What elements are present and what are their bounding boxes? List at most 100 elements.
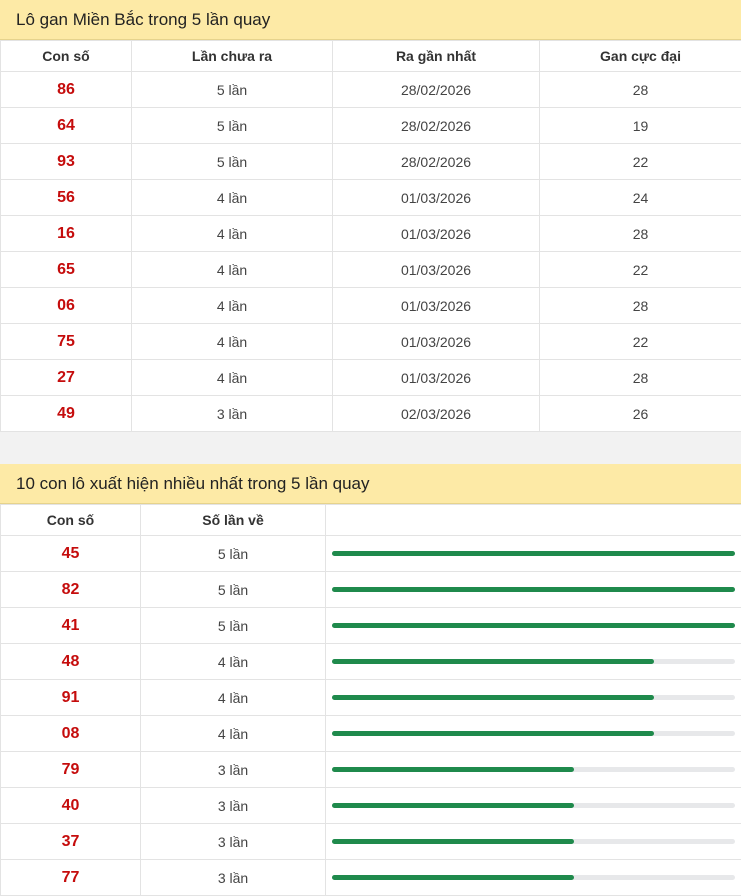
- num-cell: 49: [1, 396, 132, 432]
- gan-table: Con số Lần chưa ra Ra gần nhất Gan cực đ…: [0, 40, 741, 432]
- count-cell: 5 lần: [141, 536, 326, 572]
- gan-table-header: Con số Lần chưa ra Ra gần nhất Gan cực đ…: [1, 41, 741, 72]
- absent-cell: 5 lần: [132, 108, 333, 144]
- absent-cell: 4 lần: [132, 180, 333, 216]
- progress-track: [332, 695, 735, 700]
- absent-cell: 4 lần: [132, 324, 333, 360]
- absent-cell: 3 lần: [132, 396, 333, 432]
- panel-spacer: [0, 432, 741, 464]
- absent-cell: 5 lần: [132, 72, 333, 108]
- progress-track: [332, 587, 735, 592]
- progress-fill: [332, 551, 735, 556]
- num-cell: 93: [1, 144, 132, 180]
- count-cell: 4 lần: [141, 716, 326, 752]
- num-cell: 16: [1, 216, 132, 252]
- num-cell: 08: [1, 716, 141, 752]
- max-gap-cell: 28: [540, 288, 741, 324]
- freq-panel-title: 10 con lô xuất hiện nhiều nhất trong 5 l…: [0, 464, 741, 504]
- max-gap-cell: 28: [540, 72, 741, 108]
- progress-track: [332, 731, 735, 736]
- bar-cell: [326, 536, 741, 572]
- num-cell: 82: [1, 572, 141, 608]
- count-cell: 3 lần: [141, 752, 326, 788]
- num-cell: 56: [1, 180, 132, 216]
- bar-cell: [326, 572, 741, 608]
- num-cell: 75: [1, 324, 132, 360]
- bar-cell: [326, 752, 741, 788]
- bar-cell: [326, 608, 741, 644]
- progress-track: [332, 875, 735, 880]
- last-date-cell: 01/03/2026: [333, 360, 540, 396]
- num-cell: 64: [1, 108, 132, 144]
- progress-fill: [332, 695, 654, 700]
- count-cell: 5 lần: [141, 608, 326, 644]
- num-cell: 41: [1, 608, 141, 644]
- progress-track: [332, 803, 735, 808]
- count-cell: 4 lần: [141, 644, 326, 680]
- last-date-cell: 01/03/2026: [333, 180, 540, 216]
- count-cell: 3 lần: [141, 824, 326, 860]
- max-gap-cell: 28: [540, 360, 741, 396]
- col-gan-cuc-dai: Gan cực đại: [540, 41, 741, 72]
- bar-cell: [326, 860, 741, 896]
- bar-cell: [326, 680, 741, 716]
- num-cell: 91: [1, 680, 141, 716]
- num-cell: 06: [1, 288, 132, 324]
- gan-panel: Lô gan Miền Bắc trong 5 lần quay Con số …: [0, 0, 741, 432]
- progress-fill: [332, 875, 574, 880]
- num-cell: 86: [1, 72, 132, 108]
- last-date-cell: 28/02/2026: [333, 144, 540, 180]
- num-cell: 27: [1, 360, 132, 396]
- freq-table-header: Con số Số lần về: [1, 505, 741, 536]
- progress-track: [332, 551, 735, 556]
- col-ra-gan-nhat: Ra gần nhất: [333, 41, 540, 72]
- count-cell: 5 lần: [141, 572, 326, 608]
- freq-panel: 10 con lô xuất hiện nhiều nhất trong 5 l…: [0, 464, 741, 896]
- last-date-cell: 02/03/2026: [333, 396, 540, 432]
- bar-cell: [326, 716, 741, 752]
- last-date-cell: 28/02/2026: [333, 108, 540, 144]
- max-gap-cell: 26: [540, 396, 741, 432]
- col-con-so: Con số: [1, 505, 141, 536]
- col-con-so: Con số: [1, 41, 132, 72]
- num-cell: 37: [1, 824, 141, 860]
- num-cell: 45: [1, 536, 141, 572]
- max-gap-cell: 22: [540, 324, 741, 360]
- gan-panel-title: Lô gan Miền Bắc trong 5 lần quay: [0, 0, 741, 40]
- last-date-cell: 28/02/2026: [333, 72, 540, 108]
- progress-track: [332, 839, 735, 844]
- count-cell: 4 lần: [141, 680, 326, 716]
- progress-track: [332, 623, 735, 628]
- progress-fill: [332, 623, 735, 628]
- num-cell: 65: [1, 252, 132, 288]
- last-date-cell: 01/03/2026: [333, 252, 540, 288]
- max-gap-cell: 19: [540, 108, 741, 144]
- num-cell: 48: [1, 644, 141, 680]
- progress-fill: [332, 659, 654, 664]
- progress-fill: [332, 803, 574, 808]
- last-date-cell: 01/03/2026: [333, 324, 540, 360]
- last-date-cell: 01/03/2026: [333, 216, 540, 252]
- bar-cell: [326, 644, 741, 680]
- col-lan-chua-ra: Lần chưa ra: [132, 41, 333, 72]
